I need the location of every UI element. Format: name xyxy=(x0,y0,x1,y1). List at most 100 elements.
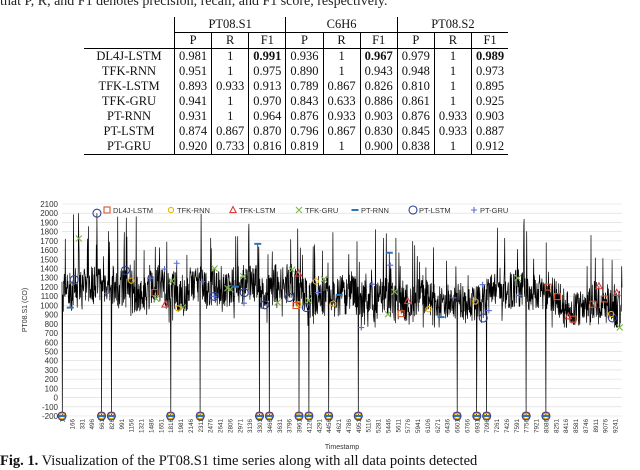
marker-triangle xyxy=(161,299,170,308)
marker-plus xyxy=(240,300,247,307)
y-tick-label: 900 xyxy=(45,311,59,320)
y-tick-label: 1400 xyxy=(40,265,58,274)
y-tick-label: 700 xyxy=(45,329,59,338)
table-cell: 0.890 xyxy=(285,64,324,79)
x-tick-label: 2641 xyxy=(218,419,225,434)
marker-x xyxy=(179,304,187,311)
x-tick-label: 2806 xyxy=(227,419,234,434)
marker-ring xyxy=(294,411,304,421)
table-metric-header: P R F1 P R F1 P R F1 xyxy=(84,32,509,49)
metric-header: F1 xyxy=(248,32,287,49)
marker-triangle xyxy=(294,268,303,277)
x-tick-label: 9076 xyxy=(603,419,610,434)
x-tick-label: 6436 xyxy=(445,419,452,434)
marker-plus xyxy=(104,290,111,297)
x-tick-label: 6601 xyxy=(455,419,462,434)
y-tick-label: 1300 xyxy=(40,274,58,283)
y-tick-label: 2100 xyxy=(40,200,58,209)
table-cell: 0.913 xyxy=(248,79,287,94)
legend-item: PT-LSTM xyxy=(408,205,451,215)
table-group-header: PT08.S1 C6H6 PT08.S2 xyxy=(84,17,509,33)
table-cell: 0.933 xyxy=(323,109,361,124)
x-tick-label: 3301 xyxy=(257,419,264,434)
metric-header: R xyxy=(323,32,361,49)
detected-point xyxy=(472,411,482,421)
y-axis-label: PT08.S1 (CO) xyxy=(22,288,29,332)
marker-x xyxy=(305,297,312,304)
table-cell: 0.903 xyxy=(476,109,505,123)
x-tick-label: 8416 xyxy=(563,419,570,434)
x-tick-label: 826 xyxy=(109,419,116,430)
marker-ring xyxy=(106,411,116,421)
detected-point xyxy=(294,411,304,421)
marker-ring xyxy=(195,411,205,421)
table-cell: 0.936 xyxy=(285,48,324,64)
x-tick-label: 496 xyxy=(89,419,96,430)
x-tick-label: 2311 xyxy=(198,419,205,433)
table-cell: 1 xyxy=(434,94,473,109)
marker-square xyxy=(589,300,597,308)
legend-label: PT-RNN xyxy=(361,206,389,215)
marker-ring xyxy=(353,411,363,421)
detected-point xyxy=(353,411,363,421)
table-cell: 0.874 xyxy=(174,124,213,139)
marker-ring xyxy=(478,313,488,323)
table-cell: 0.870 xyxy=(248,124,287,139)
legend-label: TFK-RNN xyxy=(177,206,210,215)
marker-square xyxy=(544,283,552,291)
metric-header: P xyxy=(174,32,213,49)
table-cell: 0.876 xyxy=(285,109,324,124)
table-cell: 0.933 xyxy=(211,79,250,94)
marker-ring xyxy=(69,275,79,285)
x-tick-label: 4951 xyxy=(356,419,363,434)
detected-point xyxy=(106,411,116,421)
x-tick-label: 5281 xyxy=(376,419,383,434)
marker-x xyxy=(274,299,281,306)
x-tick-label: 8746 xyxy=(583,419,590,434)
marker-plus xyxy=(199,278,206,285)
marker-x xyxy=(75,235,83,242)
marker-ring xyxy=(541,411,551,421)
table-cell: 1 xyxy=(323,64,361,79)
marker-plus xyxy=(450,294,457,301)
y-tick-label: 1200 xyxy=(40,283,58,292)
metric-header: R xyxy=(211,32,250,49)
x-tick-label: 8086 xyxy=(543,419,550,434)
x-tick-label: 7591 xyxy=(514,419,521,434)
model-name: PT-LSTM xyxy=(84,124,175,139)
legend-item: DL4J-LSTM xyxy=(103,206,153,215)
model-name: PT-RNN xyxy=(84,109,175,124)
marker-plus xyxy=(147,275,154,282)
table-cell: 0.973 xyxy=(476,64,505,78)
y-tick-label: 2000 xyxy=(40,209,58,218)
table-cell: 0.796 xyxy=(285,124,324,139)
marker-plus xyxy=(211,293,218,300)
x-tick-label: 7096 xyxy=(484,419,491,434)
marker-square xyxy=(292,301,300,310)
figure-caption: Fig. 1. Visualization of the PT08.S1 tim… xyxy=(0,453,478,469)
table-cell: 1 xyxy=(211,64,250,79)
y-tick-label: 1000 xyxy=(40,301,58,310)
x-tick-label: 4456 xyxy=(326,419,333,434)
marker-square xyxy=(151,289,159,297)
table-cell: 0.838 xyxy=(397,139,435,155)
table-cell: 0.989 xyxy=(471,48,509,64)
table-cell: 0.867 xyxy=(323,79,361,94)
marker-circle xyxy=(167,206,175,214)
marker-ring xyxy=(260,300,270,310)
table-cell: 0.975 xyxy=(248,64,287,79)
table-cell: 0.979 xyxy=(397,48,435,64)
table-cell: 1 xyxy=(211,94,250,109)
y-tick-label: 1900 xyxy=(40,218,58,227)
detected-point xyxy=(166,411,176,421)
x-tick-label: 3136 xyxy=(247,419,254,434)
x-tick-label: 3466 xyxy=(267,419,274,434)
table-row: PT-RNN 0.931 1 0.964 0.876 0.933 0.903 0.876 0.9… xyxy=(84,109,508,124)
x-tick-label: 3796 xyxy=(287,419,294,434)
table-cell: 0.876 xyxy=(397,109,435,124)
marker-ring xyxy=(304,411,314,421)
y-tick-label: 100 xyxy=(45,384,59,393)
x-tick-label: 7921 xyxy=(534,419,541,434)
table-cell: 0.920 xyxy=(174,139,213,155)
x-tick-label: 1981 xyxy=(178,419,185,434)
